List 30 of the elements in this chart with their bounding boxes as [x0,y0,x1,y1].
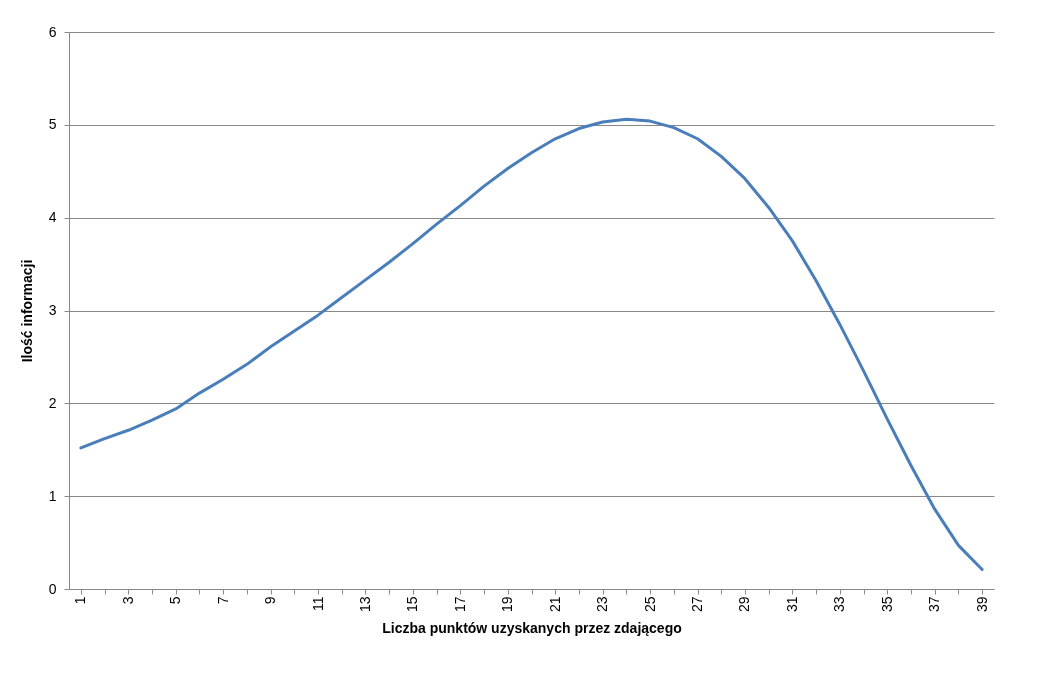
x-tick-label: 3 [119,596,136,605]
x-tick-label: 29 [736,596,753,613]
line-series [79,117,984,572]
x-tick-label: 39 [973,596,990,613]
x-tick-label: 1 [72,596,89,605]
x-tick-label: 33 [831,596,848,613]
y-tick-label: 4 [48,209,57,226]
y-axis-title: Ilość informacji [18,259,35,363]
y-tick-label: 5 [48,116,57,133]
x-tick-label: 27 [689,596,706,613]
x-tick-label: 5 [167,596,184,605]
x-tick-label: 15 [404,596,421,613]
x-axis-title: Liczba punktów uzyskanych przez zdającego [382,620,682,637]
y-tick-label: 3 [48,302,57,318]
x-tick-label: 25 [641,596,658,613]
x-tick-label: 17 [451,596,468,613]
x-tick-label: 37 [926,596,943,613]
x-tick-label: 21 [546,596,563,613]
x-tick-label: 31 [783,596,800,613]
x-tick-label: 11 [309,596,326,612]
x-tick-label: 9 [262,596,279,605]
y-tick-label: 1 [48,487,57,504]
x-tick-label: 19 [499,596,516,613]
x-tick-label: 35 [878,596,895,613]
x-tick-label: 7 [214,596,231,605]
y-tick-label: 6 [48,23,57,40]
y-tick-label: 0 [48,580,57,597]
x-tick-label: 13 [356,596,373,613]
y-tick-label: 2 [48,394,57,411]
x-tick-label: 23 [594,596,611,613]
